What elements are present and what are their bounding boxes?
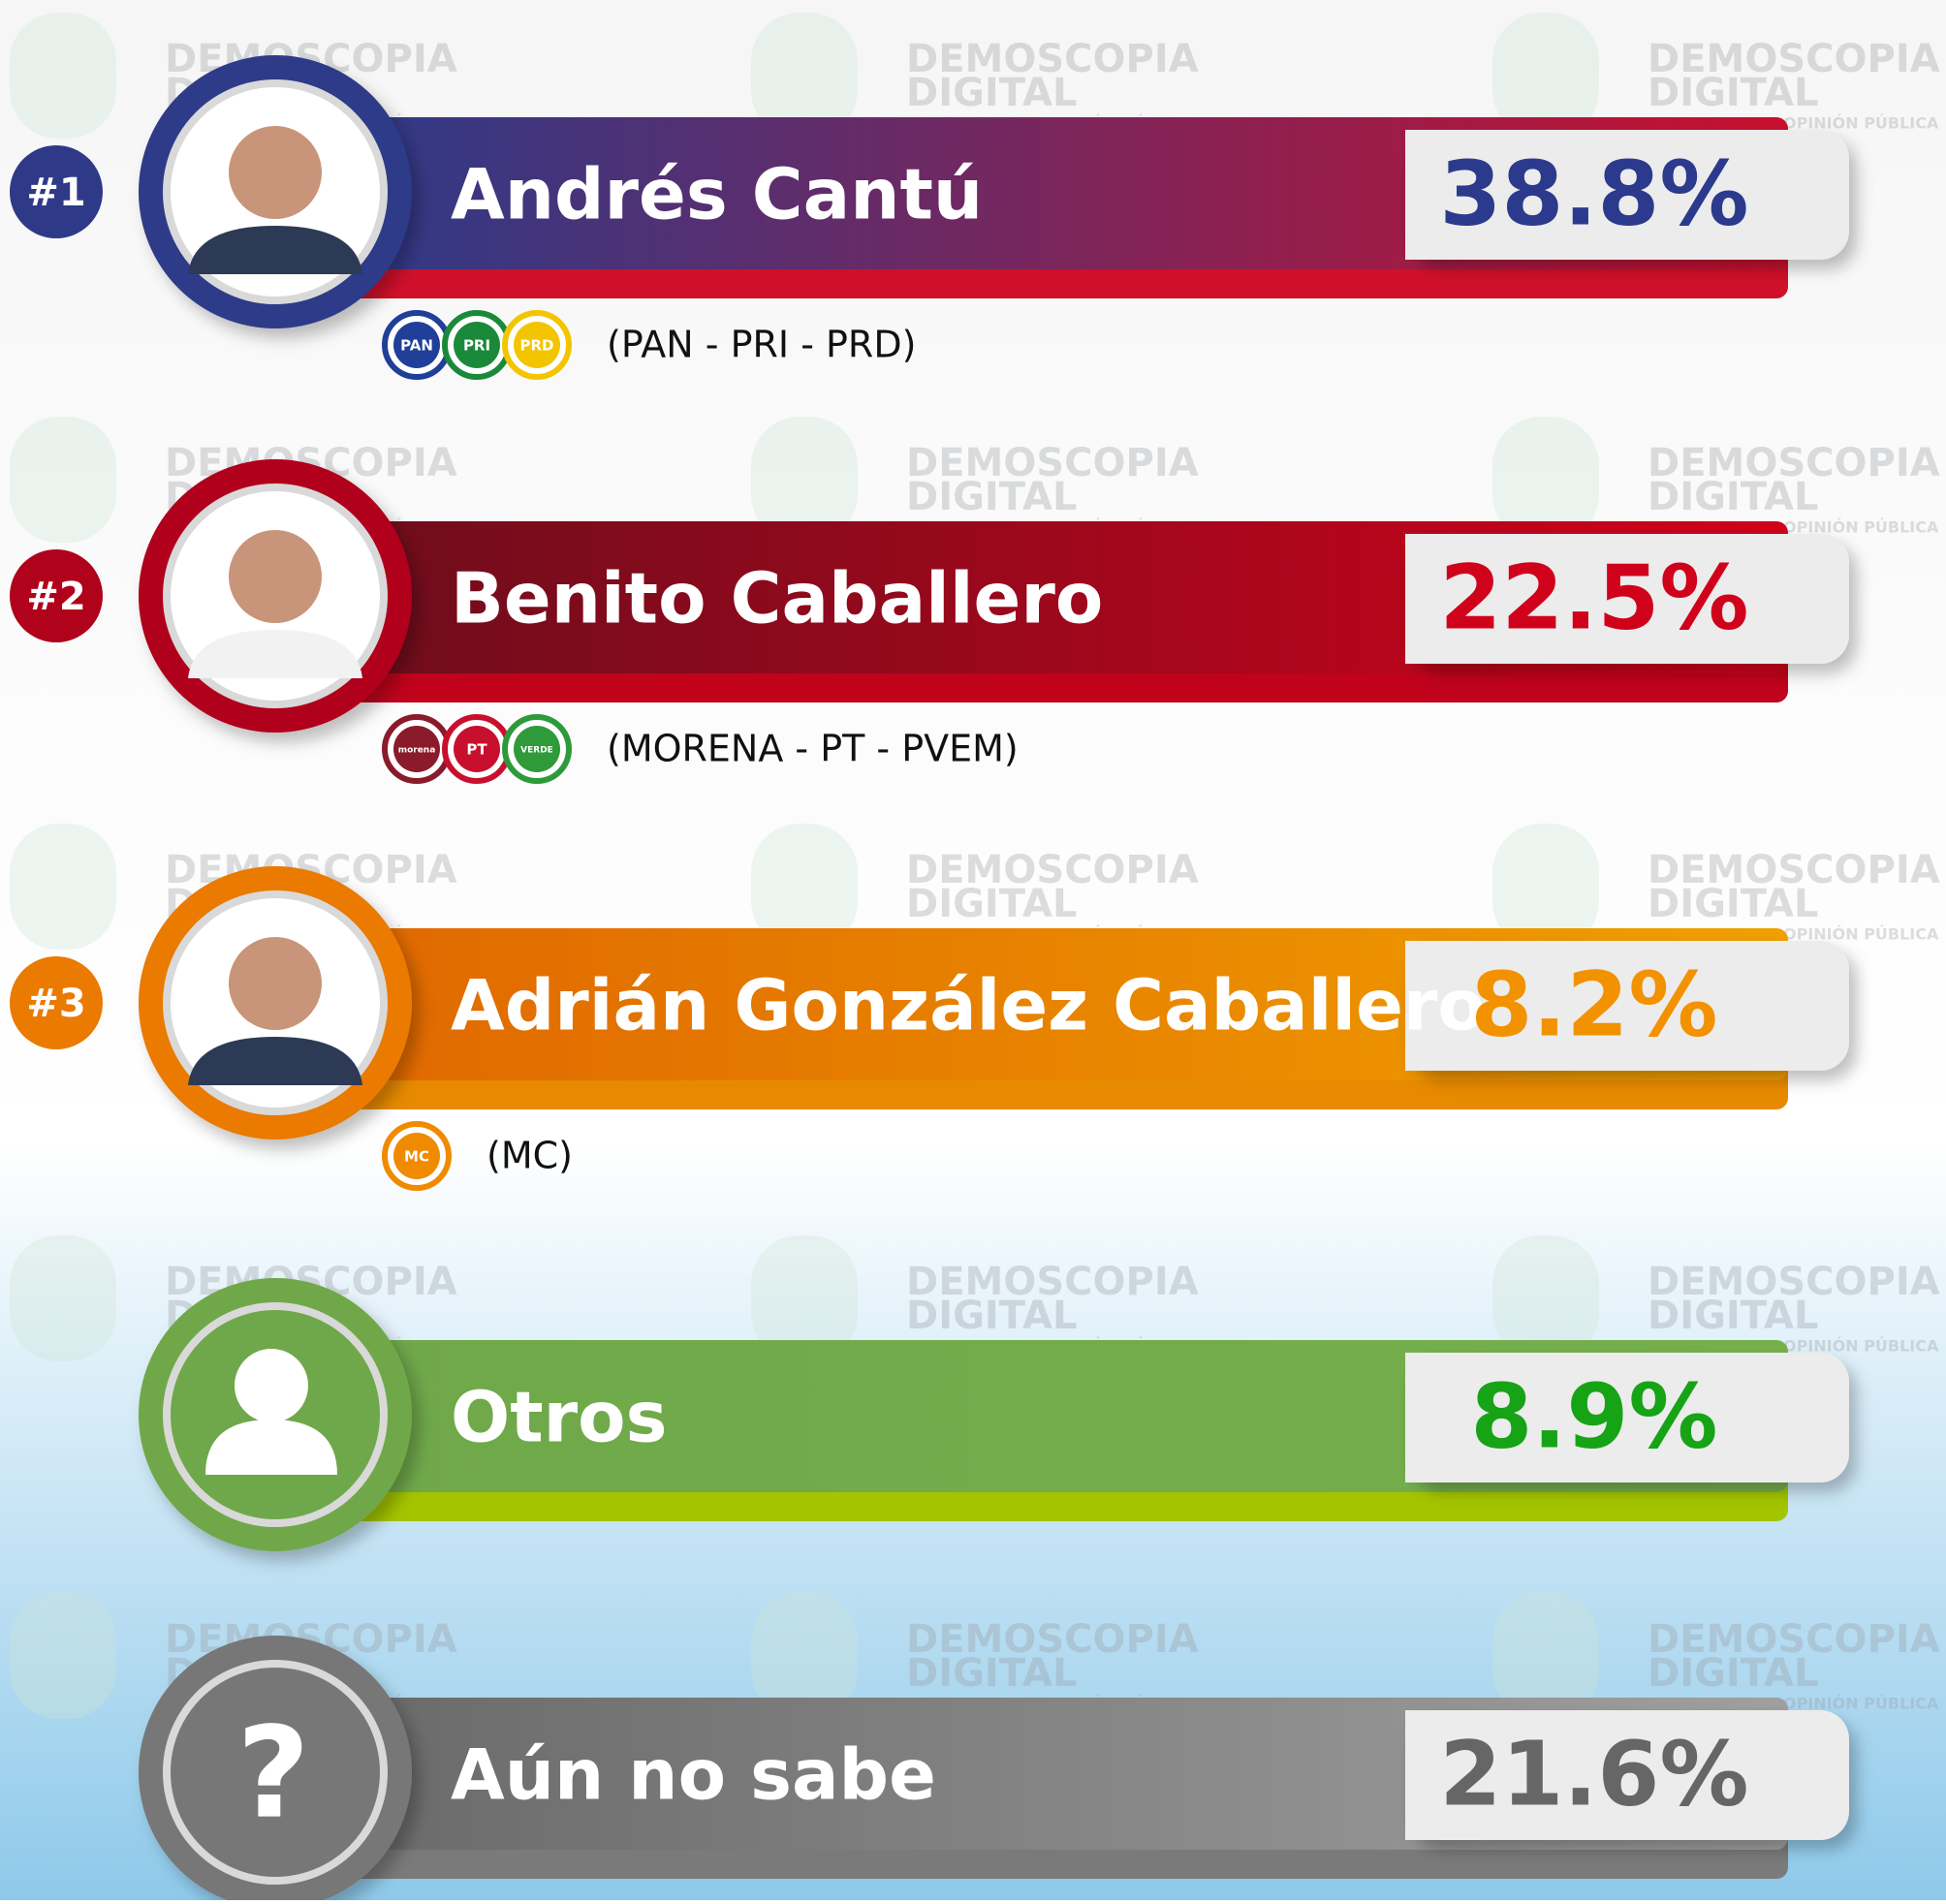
watermark-text: DIGITAL (906, 475, 1077, 519)
watermark-logo (10, 824, 116, 950)
infographic: DEMOSCOPIADIGITALOPINIÓN PÚBLICADEMOSCOP… (0, 0, 1946, 1900)
parties: (PAN - PRI - PRD) (607, 324, 916, 366)
value: 22.5% (1439, 546, 1748, 649)
watermark-text: DIGITAL (906, 1294, 1077, 1338)
party-logo-label: PRI (463, 337, 490, 355)
person-head (235, 1349, 308, 1422)
party-logo-label: PAN (400, 337, 433, 355)
photo-head (229, 530, 322, 623)
watermark-logo (10, 13, 116, 139)
watermark-logo (10, 1593, 116, 1719)
value: 38.8% (1439, 141, 1748, 245)
watermark-text: OPINIÓN PÚBLICA (1783, 114, 1939, 133)
rank: #3 (26, 982, 85, 1026)
watermark-text: OPINIÓN PÚBLICA (1783, 1695, 1939, 1713)
watermark-text: DIGITAL (1648, 1651, 1818, 1696)
watermark-text: DIGITAL (1648, 1294, 1818, 1338)
candidate-name: Adrián González Caballero (451, 965, 1486, 1046)
candidate-name: Benito Caballero (451, 558, 1103, 640)
watermark-text: DIGITAL (906, 1651, 1077, 1696)
watermark-logo (10, 417, 116, 543)
parties: (MC) (486, 1135, 573, 1177)
photo-head (229, 126, 322, 219)
value: 8.9% (1470, 1364, 1717, 1468)
watermark-text: OPINIÓN PÚBLICA (1783, 1337, 1939, 1356)
candidate-name: Andrés Cantú (451, 154, 983, 235)
value: 21.6% (1439, 1722, 1748, 1826)
watermark-text: DIGITAL (1648, 71, 1818, 115)
rank: #1 (26, 171, 85, 215)
watermark-text: DIGITAL (1648, 882, 1818, 926)
watermark-text: DIGITAL (906, 882, 1077, 926)
party-logo-label: PT (466, 741, 487, 759)
candidate-name: Aún no sabe (451, 1734, 936, 1816)
parties: (MORENA - PT - PVEM) (607, 728, 1019, 770)
party-logo-label: PRD (520, 337, 554, 355)
rank: #2 (26, 575, 85, 619)
watermark-text: DIGITAL (906, 71, 1077, 115)
value: 8.2% (1470, 952, 1717, 1056)
watermark-text: OPINIÓN PÚBLICA (1783, 518, 1939, 537)
icon: ? (236, 1700, 309, 1847)
party-logo-label: MC (404, 1148, 429, 1166)
value-box-edge (1405, 1353, 1463, 1483)
party-logo-label: VERDE (520, 746, 553, 756)
watermark-text: DIGITAL (1648, 475, 1818, 519)
photo-head (229, 937, 322, 1030)
watermark-text: OPINIÓN PÚBLICA (1783, 925, 1939, 944)
party-logo-label: morena (398, 746, 436, 756)
candidate-name: Otros (451, 1377, 667, 1458)
watermark-logo (10, 1235, 116, 1361)
